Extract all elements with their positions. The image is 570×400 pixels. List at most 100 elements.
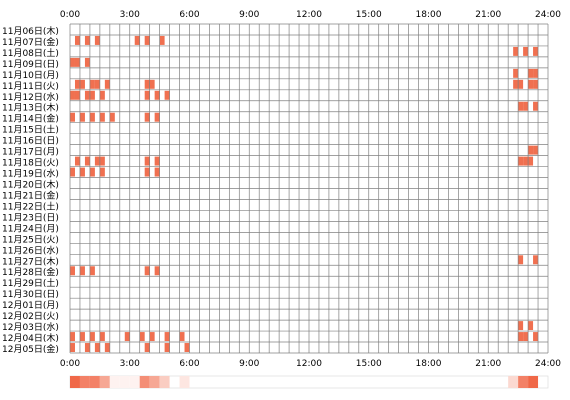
activity-cell (179, 332, 185, 342)
x-tick-label-bottom: 9:00 (239, 359, 259, 369)
x-tick-label-top: 18:00 (416, 10, 442, 20)
y-date-label: 12月05日(金) (2, 343, 59, 355)
x-tick-label-bottom: 24:00 (535, 359, 561, 369)
y-date-label: 11月16日(日) (2, 136, 59, 147)
activity-cell (79, 167, 85, 177)
activity-cell (144, 167, 150, 177)
activity-cell (84, 90, 90, 100)
y-date-label: 11月10日(月) (2, 70, 59, 81)
y-date-label: 11月08日(土) (2, 47, 59, 59)
y-date-label: 11月11日(火) (2, 81, 59, 92)
density-cell (179, 376, 190, 388)
activity-cell (94, 156, 100, 166)
x-axis-bottom: 0:00 3:00 6:00 9:00 12:00 15:00 18:00 21:00 24:0… (60, 359, 561, 369)
activity-cell (513, 68, 519, 78)
activity-cell (154, 167, 160, 177)
activity-cell (144, 79, 150, 89)
activity-cell (144, 266, 150, 276)
activity-cell (528, 79, 534, 89)
y-date-label: 11月14日(金) (2, 113, 59, 125)
activity-cell (154, 156, 160, 166)
x-tick-label-top: 21:00 (475, 10, 501, 20)
activity-cell (99, 332, 105, 342)
activity-cell (164, 343, 170, 352)
activity-cell (144, 112, 150, 122)
activity-cell (528, 156, 534, 166)
y-date-label: 11月17日(月) (2, 147, 59, 158)
y-date-label: 11月18日(火) (2, 158, 59, 169)
y-date-label: 11月22日(土) (2, 200, 59, 212)
y-date-label: 11月09日(日) (2, 59, 59, 70)
x-tick-label-top: 24:00 (535, 10, 561, 20)
activity-cell (70, 343, 75, 352)
activity-cell (104, 79, 110, 89)
activity-cell (134, 35, 140, 45)
x-tick-label-top: 12:00 (296, 10, 322, 20)
y-date-label: 12月03日(水) (2, 321, 59, 333)
y-date-label: 11月15日(土) (2, 124, 59, 136)
x-tick-label-top: 15:00 (356, 10, 382, 20)
activity-cell (99, 167, 105, 177)
y-date-label: 11月21日(金) (2, 189, 59, 201)
x-tick-label-bottom: 0:00 (60, 359, 80, 369)
activity-cell (518, 332, 524, 342)
activity-cell (70, 167, 75, 177)
activity-cell (94, 343, 100, 352)
density-cell (129, 376, 140, 388)
y-date-label: 11月24日(月) (2, 223, 59, 234)
x-tick-label-top: 0:00 (60, 10, 80, 20)
activity-cell (149, 79, 155, 89)
activity-cell (144, 156, 150, 166)
activity-cell (79, 79, 85, 89)
activity-cell (70, 266, 75, 276)
activity-cell (104, 343, 110, 352)
activity-cell (154, 90, 160, 100)
activity-cell (74, 35, 80, 45)
activity-cell (523, 46, 529, 56)
activity-cell (79, 266, 85, 276)
activity-cell (154, 112, 160, 122)
activity-cell (79, 112, 85, 122)
x-axis-top: 0:00 3:00 6:00 9:00 12:00 15:00 18:00 21:00 24:0… (60, 10, 561, 20)
activity-cell (533, 46, 539, 56)
activity-cell (518, 79, 524, 89)
activity-cell (144, 35, 150, 45)
activity-cell (518, 156, 524, 166)
activity-cell (99, 156, 105, 166)
activity-cell (518, 101, 524, 111)
density-cell (79, 376, 90, 388)
density-cell (89, 376, 100, 388)
activity-cell (84, 35, 90, 45)
activity-cell (528, 68, 534, 78)
activity-cells (70, 35, 539, 352)
activity-cell (84, 57, 90, 67)
density-cell (508, 376, 519, 388)
activity-cell (518, 321, 524, 331)
y-date-label: 11月12日(水) (2, 91, 59, 103)
y-date-label: 11月20日(木) (2, 179, 59, 191)
activity-cell (89, 90, 95, 100)
activity-cell (70, 57, 75, 67)
activity-cell (74, 79, 80, 89)
y-date-label: 12月02日(火) (2, 311, 59, 322)
activity-cell (533, 79, 539, 89)
activity-cell (70, 90, 75, 100)
activity-cell (84, 343, 90, 352)
activity-cell (89, 332, 95, 342)
activity-cell (99, 112, 105, 122)
activity-cell (74, 90, 80, 100)
activity-cell (89, 112, 95, 122)
activity-cell (99, 90, 105, 100)
x-tick-label-bottom: 15:00 (356, 359, 382, 369)
activity-cell (70, 332, 75, 342)
activity-cell (74, 57, 80, 67)
y-date-label: 12月01日(月) (2, 300, 59, 311)
x-tick-label-bottom: 3:00 (120, 359, 140, 369)
activity-cell (528, 145, 534, 155)
activity-cell (89, 266, 95, 276)
activity-cell (159, 35, 165, 45)
x-tick-label-top: 6:00 (179, 10, 199, 20)
activity-cell (89, 167, 95, 177)
activity-cell (139, 332, 145, 342)
